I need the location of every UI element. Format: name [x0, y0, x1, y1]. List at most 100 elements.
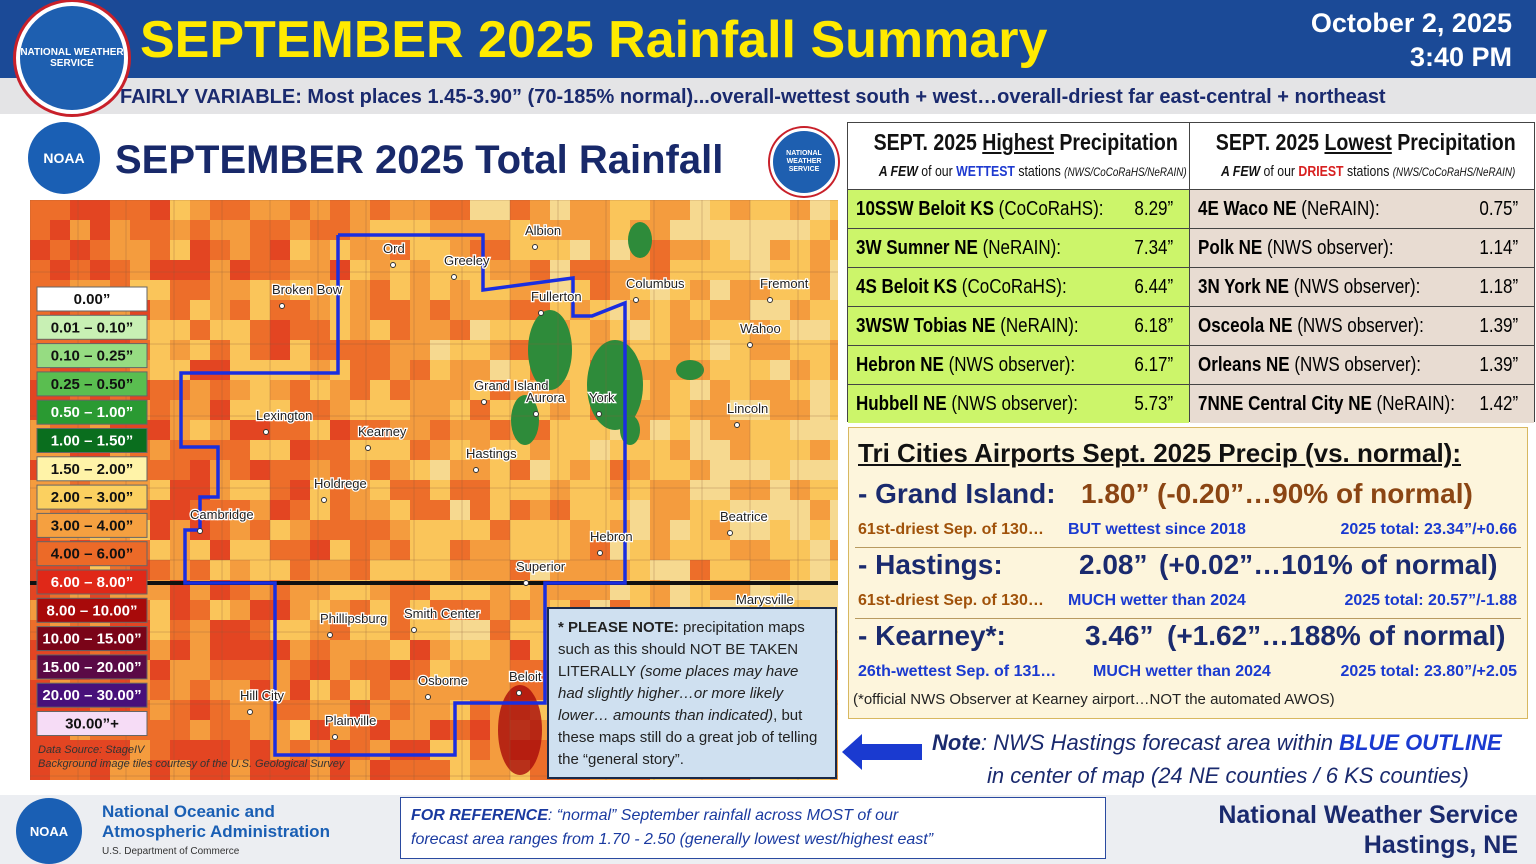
map-cell — [290, 260, 310, 280]
map-cell — [690, 240, 710, 260]
map-cell — [90, 760, 110, 780]
map-cell — [370, 380, 390, 400]
note-box: * PLEASE NOTE: precipitation maps such a… — [547, 607, 837, 779]
map-cell — [230, 420, 250, 440]
map-cell — [570, 220, 590, 240]
map-cell — [110, 240, 130, 260]
map-cell — [290, 540, 310, 560]
map-cell — [230, 360, 250, 380]
map-cell — [790, 220, 810, 240]
map-cell — [830, 400, 838, 420]
map-cell — [670, 400, 690, 420]
map-cell — [150, 360, 170, 380]
map-cell — [530, 240, 550, 260]
map-cell — [450, 460, 470, 480]
map-cell — [690, 500, 710, 520]
map-cell — [770, 560, 790, 580]
legend-label: 20.00 – 30.00” — [42, 687, 141, 704]
map-cell — [350, 660, 370, 680]
map-cell — [630, 300, 650, 320]
map-cell — [650, 440, 670, 460]
map-cell — [150, 380, 170, 400]
map-cell — [350, 240, 370, 260]
map-cell — [410, 200, 430, 220]
map-cell — [30, 220, 50, 240]
map-cell — [350, 500, 370, 520]
map-cell — [810, 540, 830, 560]
map-cell — [710, 460, 730, 480]
map-cell — [270, 460, 290, 480]
map-cell — [490, 480, 510, 500]
map-cell — [610, 220, 630, 240]
site-departure: (+1.62”…188% of normal) — [1167, 620, 1506, 651]
map-cell — [770, 220, 790, 240]
station-amount: 6.44” — [1134, 276, 1174, 298]
legend-swatch — [36, 512, 148, 538]
map-cell — [390, 380, 410, 400]
map-cell — [450, 360, 470, 380]
map-cell — [730, 320, 750, 340]
map-cell — [790, 240, 810, 260]
map-cell — [450, 560, 470, 580]
legend-label: 10.00 – 15.00” — [42, 631, 141, 648]
station-cell: 3W Sumner NE (NeRAIN): — [856, 237, 1061, 260]
map-cell — [350, 600, 370, 620]
map-cell — [470, 480, 490, 500]
map-cell — [390, 640, 410, 660]
map-cell — [490, 200, 510, 220]
map-cell — [250, 480, 270, 500]
legend-label: 6.00 – 8.00” — [51, 574, 134, 591]
map-cell — [250, 280, 270, 300]
site-comparison: MUCH wetter than 2024 — [1093, 663, 1271, 680]
note-emph: BLUE OUTLINE — [1339, 730, 1502, 755]
map-cell — [210, 500, 230, 520]
map-cell — [310, 480, 330, 500]
page-title: SEPTEMBER 2025 Rainfall Summary — [140, 11, 1048, 69]
map-cell — [330, 440, 350, 460]
map-cell — [150, 440, 170, 460]
map-cell — [590, 220, 610, 240]
map-cell — [390, 560, 410, 580]
map-cell — [270, 400, 290, 420]
map-cell — [150, 680, 170, 700]
map-cell — [310, 680, 330, 700]
map-cell — [190, 320, 210, 340]
map-cell — [630, 200, 650, 220]
map-cell — [530, 220, 550, 240]
map-cell — [390, 480, 410, 500]
map-cell — [310, 380, 330, 400]
map-cell — [190, 460, 210, 480]
map-cell — [590, 320, 610, 340]
map-cell — [510, 660, 530, 680]
legend-label: 0.10 – 0.25” — [51, 348, 134, 365]
map-cell — [570, 440, 590, 460]
map-cell — [190, 640, 210, 660]
map-cell — [210, 220, 230, 240]
map-cell — [190, 540, 210, 560]
map-cell — [750, 320, 770, 340]
site-rank: 61st-driest Sep. of 130… — [858, 592, 1044, 609]
map-cell — [350, 200, 370, 220]
map-cell — [430, 560, 450, 580]
map-cell — [230, 200, 250, 220]
map-cell — [390, 340, 410, 360]
map-cell — [370, 700, 390, 720]
map-cell — [310, 240, 330, 260]
city-dot — [411, 627, 417, 633]
city-label: Aurora — [526, 390, 566, 405]
map-cell — [410, 520, 430, 540]
map-cell — [350, 280, 370, 300]
map-cell — [250, 380, 270, 400]
map-cell — [450, 760, 470, 780]
map-cell — [210, 560, 230, 580]
map-cell — [370, 520, 390, 540]
title-part: SEPT. 2025 — [873, 129, 983, 155]
map-cell — [330, 560, 350, 580]
map-cell — [250, 460, 270, 480]
map-cell — [410, 260, 430, 280]
map-cell — [430, 620, 450, 640]
map-cell — [590, 500, 610, 520]
map-cell — [450, 280, 470, 300]
map-cell — [310, 320, 330, 340]
map-cell — [650, 360, 670, 380]
